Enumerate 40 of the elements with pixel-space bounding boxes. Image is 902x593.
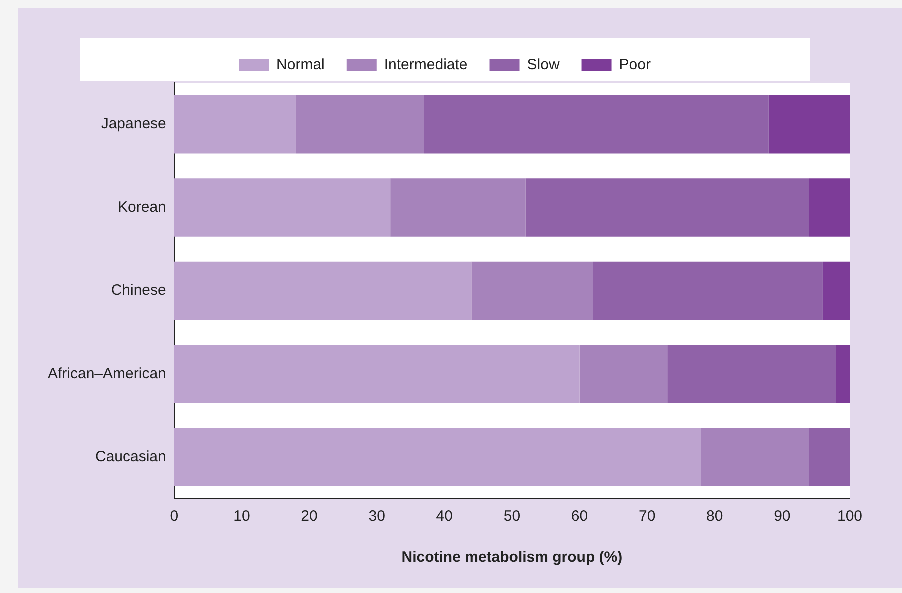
- x-tick-label: 90: [774, 508, 791, 526]
- bar: [174, 95, 296, 154]
- x-tick-label: 30: [368, 508, 386, 526]
- x-tick-label: 70: [638, 508, 656, 526]
- y-tick-label: African–American: [48, 365, 166, 382]
- bar: [809, 178, 850, 237]
- y-tick-label: Japanese: [101, 116, 166, 133]
- bar: [701, 428, 810, 487]
- bar: [668, 345, 836, 404]
- y-tick-label: Chinese: [111, 282, 166, 300]
- x-tick-label: 60: [571, 508, 588, 526]
- bar: [472, 262, 594, 320]
- bar: [424, 95, 769, 154]
- legend-label: Poor: [619, 56, 651, 74]
- bar: [822, 262, 850, 320]
- bar: [174, 178, 391, 237]
- legend-label: Slow: [527, 56, 560, 74]
- y-tick-label: Caucasian: [95, 448, 166, 466]
- x-tick-label: 50: [504, 508, 521, 526]
- x-tick-label: 80: [706, 508, 724, 526]
- bar: [174, 262, 472, 320]
- x-tick-label: 10: [234, 508, 250, 526]
- bar: [174, 345, 580, 404]
- bar: [174, 428, 702, 487]
- bar: [836, 345, 850, 404]
- bar: [296, 95, 424, 154]
- y-tick-label: Korean: [118, 198, 166, 216]
- legend-label: Intermediate: [384, 56, 468, 74]
- x-tick-label: 0: [170, 508, 179, 526]
- x-axis-title: Nicotine metabolism group (%): [402, 549, 623, 566]
- bar: [526, 178, 810, 237]
- bar: [580, 345, 668, 404]
- legend-label: Normal: [276, 56, 325, 74]
- bar: [768, 95, 850, 154]
- bar: [390, 178, 526, 237]
- x-tick-label: 20: [301, 508, 318, 526]
- bar: [593, 262, 823, 320]
- x-tick-label: 40: [436, 508, 453, 526]
- x-tick-label: 100: [837, 508, 863, 526]
- bar: [809, 428, 850, 487]
